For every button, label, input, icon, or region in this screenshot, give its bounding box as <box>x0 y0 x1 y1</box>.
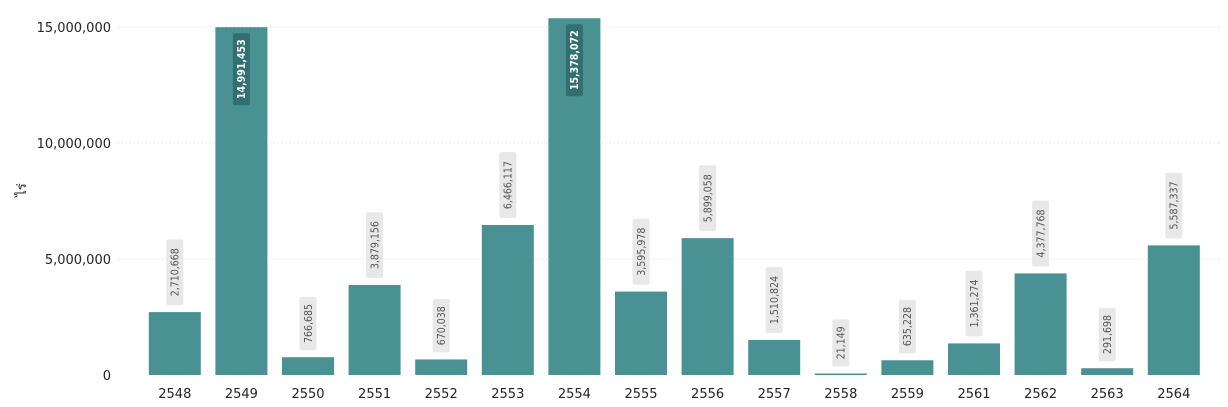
data-label-background <box>898 299 916 354</box>
x-tick-label: 2555 <box>624 387 657 402</box>
x-tick-label: 2563 <box>1091 387 1124 402</box>
data-label: 14,991,453 <box>232 33 250 106</box>
data-label: 6,466,117 <box>499 152 517 218</box>
x-tick-label: 2549 <box>225 387 258 402</box>
x-tick-label: 2554 <box>558 387 591 402</box>
data-label-background <box>232 33 250 106</box>
bar[interactable] <box>681 238 734 375</box>
data-label-text: 3,879,156 <box>369 221 381 269</box>
data-label-background <box>565 24 583 97</box>
bar[interactable] <box>748 339 801 375</box>
y-tick-label: 10,000,000 <box>37 137 111 152</box>
data-label: 3,879,156 <box>366 212 384 279</box>
x-tick-label: 2557 <box>758 387 791 402</box>
data-label-text: 1,510,824 <box>769 276 781 324</box>
x-tick-label: 2564 <box>1157 387 1190 402</box>
data-label-background <box>432 299 450 353</box>
data-label-background <box>166 239 184 306</box>
data-label: 1,510,824 <box>765 267 783 333</box>
bars <box>148 18 1200 376</box>
data-label-text: 635,228 <box>902 307 914 346</box>
bar[interactable] <box>415 359 468 375</box>
y-tick-label: 0 <box>103 369 111 384</box>
x-tick-label: 2553 <box>491 387 524 402</box>
data-label-background <box>832 319 850 367</box>
x-tick-label: 2556 <box>691 387 724 402</box>
data-label-background <box>299 296 317 351</box>
data-label-background <box>699 165 717 232</box>
data-label-background <box>1165 172 1183 239</box>
bar[interactable] <box>481 224 534 375</box>
bar[interactable] <box>282 357 334 375</box>
bar[interactable] <box>148 312 201 375</box>
gridlines <box>118 26 1222 260</box>
x-tick-label: 2551 <box>358 387 391 402</box>
data-label: 5,899,058 <box>699 165 717 232</box>
x-tick-label: 2550 <box>291 387 324 402</box>
data-label-text: 291,698 <box>1102 315 1114 354</box>
bar[interactable] <box>814 373 867 376</box>
data-label-text: 6,466,117 <box>503 161 515 209</box>
data-label: 15,378,072 <box>565 24 583 97</box>
data-label-text: 4,377,768 <box>1035 210 1047 258</box>
x-tick-label: 2561 <box>957 387 990 402</box>
y-tick-label: 5,000,000 <box>45 253 111 268</box>
data-label-background <box>499 152 517 218</box>
x-tick-label: 2562 <box>1024 387 1057 402</box>
bar[interactable] <box>948 343 1000 375</box>
y-tick-label: 15,000,000 <box>37 21 111 36</box>
x-tick-label: 2558 <box>824 387 857 402</box>
data-label: 21,149 <box>832 319 850 367</box>
data-label-text: 15,378,072 <box>569 30 581 90</box>
bar[interactable] <box>348 285 401 375</box>
data-label-text: 14,991,453 <box>236 39 248 99</box>
bar[interactable] <box>1014 273 1067 375</box>
data-label: 1,361,274 <box>965 270 983 337</box>
bar[interactable] <box>1081 368 1134 375</box>
data-label-background <box>366 212 384 279</box>
bar[interactable] <box>1147 245 1200 375</box>
data-label-text: 2,710,668 <box>170 248 182 296</box>
data-label-background <box>965 270 983 337</box>
bar[interactable] <box>615 291 667 375</box>
data-label: 2,710,668 <box>166 239 184 306</box>
data-label: 766,685 <box>299 296 317 351</box>
data-label-text: 21,149 <box>836 326 848 359</box>
y-axis-title: ไร่ <box>14 183 30 198</box>
data-label-background <box>1032 200 1050 267</box>
data-label-text: 3,595,978 <box>636 228 648 276</box>
data-label: 5,587,337 <box>1165 172 1183 239</box>
bar[interactable] <box>881 360 934 375</box>
data-label-background <box>1098 307 1116 362</box>
data-label-text: 766,685 <box>303 304 315 343</box>
x-tick-label: 2548 <box>158 387 191 402</box>
data-label-text: 1,361,274 <box>969 279 981 327</box>
data-label: 291,698 <box>1098 307 1116 362</box>
x-tick-label: 2552 <box>425 387 458 402</box>
y-axis: 0 5,000,000 10,000,000 15,000,000 <box>37 21 111 384</box>
data-label: 670,038 <box>432 299 450 353</box>
data-label: 635,228 <box>898 299 916 354</box>
x-tick-label: 2559 <box>891 387 924 402</box>
data-label-text: 5,587,337 <box>1169 181 1181 229</box>
data-label-background <box>632 218 650 285</box>
data-label: 4,377,768 <box>1032 200 1050 267</box>
data-labels: 2,710,668 14,991,453 766,685 3,879,156 670,0… <box>166 24 1183 367</box>
data-label-text: 670,038 <box>436 306 448 345</box>
data-label-text: 5,899,058 <box>702 174 714 222</box>
data-label-background <box>765 267 783 333</box>
x-axis: 2548 2549 2550 2551 2552 2553 2554 2555 2556 2557… <box>158 387 1190 402</box>
data-label: 3,595,978 <box>632 218 650 285</box>
